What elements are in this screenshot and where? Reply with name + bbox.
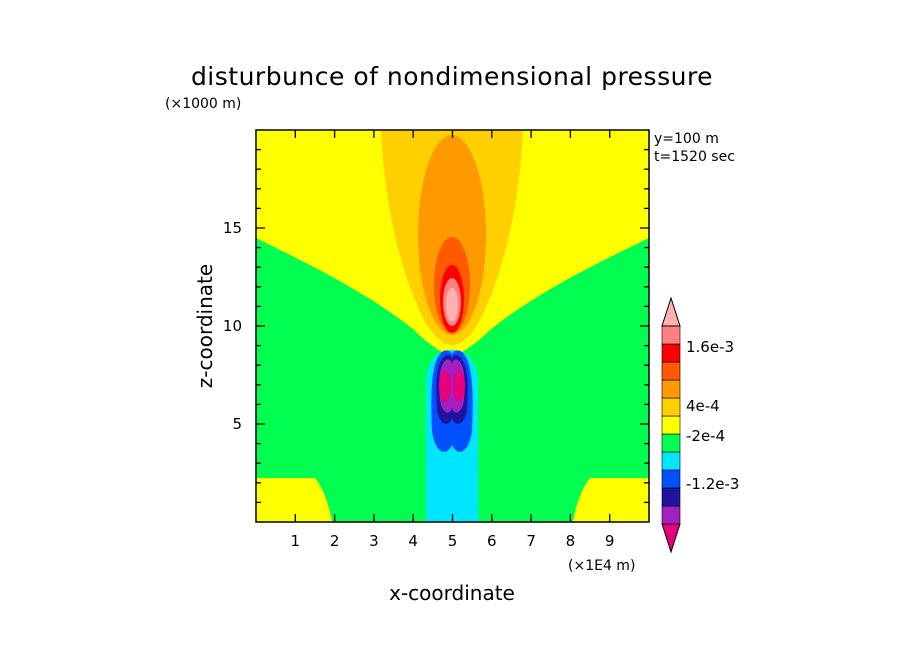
contour-field: [256, 130, 649, 522]
colorbar-swatch: [661, 361, 681, 381]
z-tick-label: 10: [223, 317, 242, 335]
lower-right-yellow-region: [573, 478, 649, 522]
colorbar-label: -2e-4: [686, 427, 725, 445]
x-axis-title: x-coordinate: [389, 581, 515, 605]
colorbar-swatch: [661, 415, 681, 435]
colorbar-labels: 1.6e-3 4e-4 -2e-4 -1.2e-3: [686, 338, 739, 493]
lower-left-yellow-region: [256, 478, 332, 522]
x-unit-label: (×1E4 m): [568, 558, 635, 574]
chart-title: disturbunce of nondimensional pressure: [191, 62, 713, 91]
colorbar-label: -1.2e-3: [686, 475, 739, 493]
x-tick-label: 1: [291, 532, 301, 550]
colorbar-swatch: [661, 325, 681, 345]
pink-peak-region: [446, 288, 458, 322]
x-tick-label: 2: [330, 532, 340, 550]
colorbar-swatch: [661, 433, 681, 453]
colorbar-swatch: [661, 343, 681, 363]
colorbar-swatch: [661, 451, 681, 471]
colorbar-min-triangle: [661, 523, 681, 554]
x-tick-label: 5: [448, 532, 458, 550]
z-ticks: 5 10 15: [223, 148, 649, 504]
colorbar-swatch: [661, 505, 681, 525]
x-tick-label: 3: [369, 532, 379, 550]
x-tick-label: 4: [408, 532, 418, 550]
colorbar-swatch: [661, 379, 681, 399]
colorbar-label: 4e-4: [686, 397, 720, 415]
colorbar-label: 1.6e-3: [686, 338, 734, 356]
z-axis-title: z-coordinate: [193, 264, 217, 388]
colorbar-max-triangle: [661, 296, 681, 327]
colorbar: [661, 296, 681, 554]
x-tick-label: 8: [566, 532, 576, 550]
colorbar-swatch: [661, 487, 681, 507]
annotation-t: t=1520 sec: [654, 149, 735, 165]
x-tick-label: 6: [487, 532, 497, 550]
z-unit-label: (×1000 m): [165, 96, 241, 112]
z-tick-label: 5: [232, 415, 242, 433]
annotation-y: y=100 m: [654, 131, 719, 147]
z-tick-label: 15: [223, 219, 242, 237]
x-tick-label: 7: [526, 532, 536, 550]
x-tick-label: 9: [605, 532, 615, 550]
magenta-right-region: [453, 370, 465, 402]
colorbar-swatch: [661, 469, 681, 489]
magenta-left-region: [439, 370, 451, 402]
colorbar-swatch: [661, 397, 681, 417]
x-ticks: 1 2 3 4 5 6 7 8 9: [291, 130, 615, 550]
